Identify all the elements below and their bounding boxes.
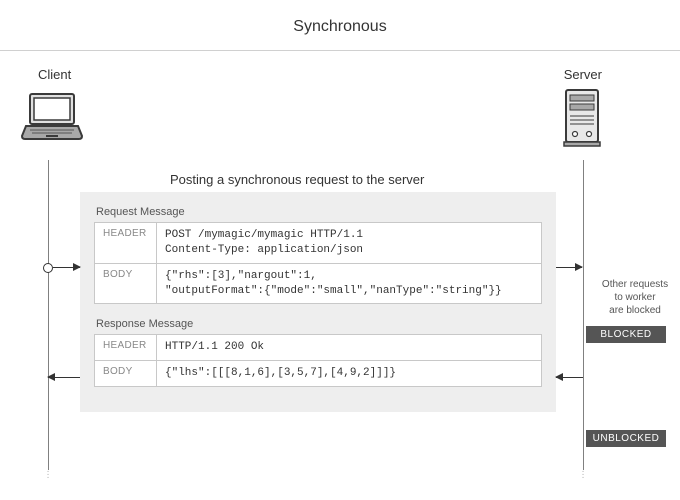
response-body-value: {"lhs":[[[8,1,6],[3,5,7],[4,9,2]]]} [157,361,542,387]
table-row: HEADER HTTP/1.1 200 Ok [95,335,542,361]
response-arrow-seg2 [556,377,583,378]
server-lifeline-continuation: ··· [581,470,585,479]
client-lifeline [48,160,49,470]
request-body-value: {"rhs":[3],"nargout":1, "outputFormat":{… [157,263,542,304]
side-note: Other requeststo workerare blocked [596,278,674,317]
unblocked-badge: UNBLOCKED [586,430,666,447]
diagram-subtitle: Posting a synchronous request to the ser… [170,172,424,187]
request-caption: Request Message [96,206,542,218]
request-header-value: POST /mymagic/mymagic HTTP/1.1 Content-T… [157,223,542,264]
response-header-value: HTTP/1.1 200 Ok [157,335,542,361]
request-arrow-seg1 [53,267,80,268]
server-lifeline [583,160,584,470]
top-divider [0,50,680,51]
server-label: Server [564,67,602,82]
response-caption: Response Message [96,318,542,330]
response-arrow-seg1 [48,377,80,378]
request-table: HEADER POST /mymagic/mymagic HTTP/1.1 Co… [94,222,542,304]
message-panel: Request Message HEADER POST /mymagic/mym… [80,192,556,412]
request-header-label: HEADER [95,223,157,264]
client-lifeline-continuation: ··· [46,470,50,479]
request-body-label: BODY [95,263,157,304]
table-row: BODY {"rhs":[3],"nargout":1, "outputForm… [95,263,542,304]
request-arrow-seg2 [556,267,582,268]
response-table: HEADER HTTP/1.1 200 Ok BODY {"lhs":[[[8,… [94,334,542,387]
table-row: HEADER POST /mymagic/mymagic HTTP/1.1 Co… [95,223,542,264]
laptop-icon [20,86,84,155]
blocked-badge: BLOCKED [586,326,666,343]
start-node [43,263,53,273]
server-icon [562,86,602,155]
client-label: Client [38,67,71,82]
table-row: BODY {"lhs":[[[8,1,6],[3,5,7],[4,9,2]]]} [95,361,542,387]
response-body-label: BODY [95,361,157,387]
response-header-label: HEADER [95,335,157,361]
diagram-title: Synchronous [0,0,680,50]
